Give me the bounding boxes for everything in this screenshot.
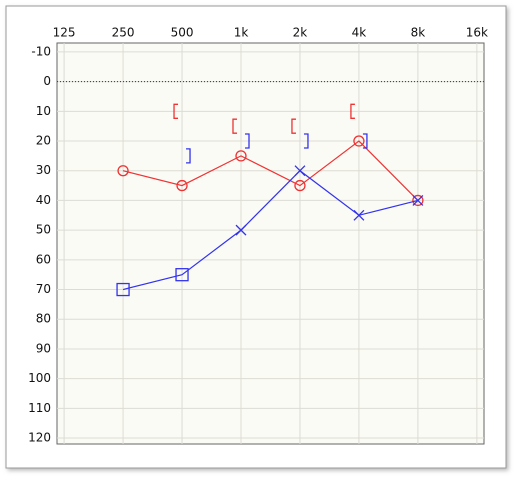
marker-circle [294, 179, 306, 192]
marker-square [175, 268, 189, 282]
y-tick-label: 120 [28, 431, 51, 445]
y-tick-label: 10 [36, 104, 51, 118]
marker-bracket [244, 133, 250, 149]
grid [57, 43, 484, 444]
marker-x [235, 224, 247, 236]
y-tick-label: 60 [36, 252, 51, 266]
y-tick-label: 80 [36, 312, 51, 326]
x-tick-label: 16k [466, 26, 488, 40]
marker-circle [117, 165, 129, 177]
y-tick-label: 40 [36, 193, 51, 207]
x-tick-label: 125 [53, 26, 76, 40]
marker-bracket [186, 148, 191, 164]
marker-x [294, 165, 306, 177]
marker-x [412, 194, 424, 206]
plot-area [56, 42, 485, 445]
x-tick-label: 250 [112, 26, 135, 40]
marker-square [116, 282, 130, 297]
marker-circle [176, 179, 188, 192]
marker-bracket [303, 133, 309, 149]
marks [116, 103, 424, 297]
x-tick-label: 2k [293, 26, 308, 40]
marker-bracket [350, 103, 355, 119]
x-tick-label: 1k [234, 26, 249, 40]
marker-circle [235, 150, 247, 162]
y-tick-label: 0 [43, 74, 51, 88]
y-tick-label: 110 [28, 401, 51, 415]
x-tick-label: 500 [171, 26, 194, 40]
y-tick-label: 90 [36, 341, 51, 355]
marker-bracket [232, 118, 237, 134]
marker-bracket [173, 103, 179, 119]
marker-bracket [362, 133, 368, 149]
x-tick-label: 8k [411, 26, 426, 40]
y-tick-label: 50 [36, 223, 51, 237]
y-tick-label: 70 [36, 282, 51, 296]
series-line [122, 169, 419, 291]
marker-x [353, 209, 365, 221]
y-tick-label: 30 [36, 163, 51, 177]
marker-circle [353, 135, 365, 147]
y-tick-label: 20 [36, 134, 51, 148]
marker-circle [412, 194, 424, 207]
y-tick-label: 100 [28, 371, 51, 385]
x-tick-label: 4k [352, 26, 367, 40]
marker-bracket [291, 118, 296, 134]
y-tick-label: -10 [31, 44, 51, 58]
series-line [122, 140, 419, 201]
